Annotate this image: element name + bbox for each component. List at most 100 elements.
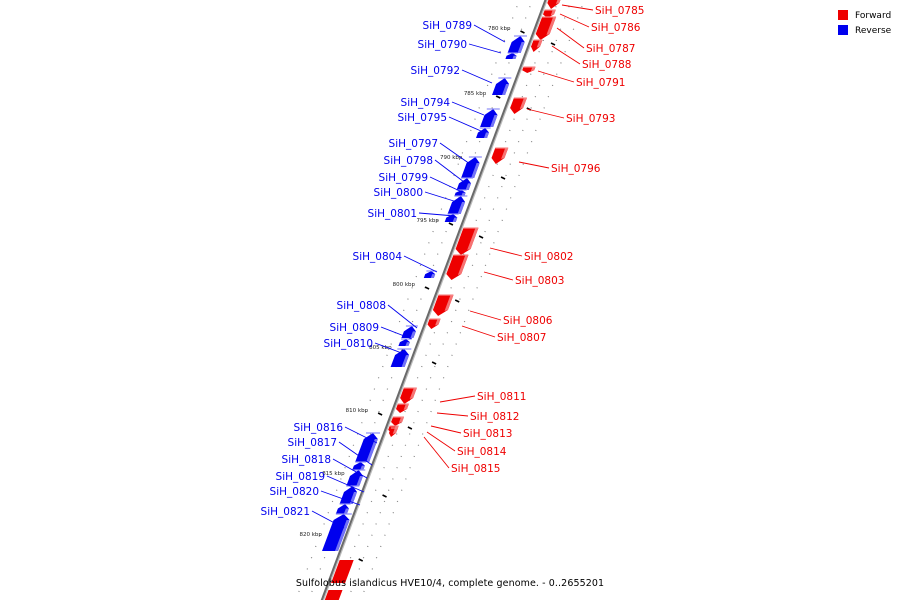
gene-label-sih-0803[interactable]: SiH_0803 [483, 271, 564, 287]
gene-label-sih-0821[interactable]: SiH_0821 [261, 506, 345, 529]
gene-sih-0813[interactable] [391, 416, 404, 426]
gene-label-text[interactable]: SiH_0818 [282, 454, 331, 466]
gene-sih-0794[interactable] [480, 108, 500, 127]
gene-sih-0792[interactable] [492, 77, 512, 95]
gene-label-sih-0791[interactable]: SiH_0791 [537, 70, 625, 89]
gene-sih-0808[interactable] [401, 325, 418, 338]
gene-label-sih-0811[interactable]: SiH_0811 [439, 391, 526, 403]
gene-sih-0786[interactable] [543, 9, 556, 18]
gene-label-sih-0812[interactable]: SiH_0812 [436, 411, 519, 423]
gene-label-text[interactable]: SiH_0815 [451, 463, 500, 475]
gene-sih-0787[interactable] [535, 16, 557, 40]
gene-label-sih-0809[interactable]: SiH_0809 [330, 322, 413, 340]
gene-label-sih-0792[interactable]: SiH_0792 [411, 65, 493, 84]
gene-label-text[interactable]: SiH_0794 [401, 97, 451, 109]
gene-label-text[interactable]: SiH_0808 [337, 300, 386, 312]
gene-label-text[interactable]: SiH_0795 [398, 112, 447, 124]
gene-sih-0796[interactable] [491, 147, 509, 164]
gene-label-text[interactable]: SiH_0801 [368, 208, 417, 220]
gene-sih-0789[interactable] [507, 35, 527, 53]
gene-sih-0798[interactable] [456, 177, 474, 190]
gene-label-sih-0799[interactable]: SiH_0799 [379, 172, 463, 193]
gene-label-text[interactable]: SiH_0813 [463, 428, 512, 440]
gene-label-sih-0813[interactable]: SiH_0813 [430, 425, 512, 440]
gene-label-text[interactable]: SiH_0812 [470, 411, 519, 423]
gene-label-sih-0819[interactable]: SiH_0819 [276, 471, 365, 493]
gene-label-text[interactable]: SiH_0814 [457, 446, 507, 458]
gene-label-text[interactable]: SiH_0821 [261, 506, 310, 518]
gene-label-sih-0804[interactable]: SiH_0804 [353, 251, 438, 273]
gene-label-text[interactable]: SiH_0809 [330, 322, 379, 334]
gene-sih-0812[interactable] [396, 403, 409, 413]
gene-sih-0817[interactable] [352, 461, 367, 470]
gene-label-text[interactable]: SiH_0789 [423, 20, 472, 32]
gene-label-sih-0816[interactable]: SiH_0816 [294, 422, 378, 444]
gene-label-sih-0798[interactable]: SiH_0798 [384, 155, 465, 183]
gene-label-text[interactable]: SiH_0802 [524, 251, 573, 263]
gene-body[interactable] [455, 228, 479, 255]
gene-label-sih-0807[interactable]: SiH_0807 [461, 325, 546, 344]
gene-label-sih-0797[interactable]: SiH_0797 [389, 138, 471, 165]
gene-partial[interactable] [331, 560, 354, 583]
gene-label-sih-0820[interactable]: SiH_0820 [270, 486, 361, 506]
gene-label-text[interactable]: SiH_0786 [591, 22, 641, 34]
gene-label-text[interactable]: SiH_0819 [276, 471, 325, 483]
gene-label-sih-0818[interactable]: SiH_0818 [282, 454, 368, 479]
gene-label-sih-0817[interactable]: SiH_0817 [288, 437, 373, 466]
gene-label-text[interactable]: SiH_0811 [477, 391, 526, 403]
gene-body[interactable] [547, 0, 562, 9]
gene-sih-0818[interactable] [346, 469, 366, 486]
gene-sih-0810[interactable] [390, 348, 412, 367]
gene-sih-0809[interactable] [398, 338, 412, 346]
gene-label-text[interactable]: SiH_0791 [576, 77, 625, 89]
gene-label-text[interactable]: SiH_0817 [288, 437, 337, 449]
gene-label-sih-0801[interactable]: SiH_0801 [368, 208, 456, 220]
gene-label-text[interactable]: SiH_0788 [582, 59, 631, 71]
gene-sih-0800[interactable] [447, 195, 468, 214]
gene-label-sih-0793[interactable]: SiH_0793 [526, 108, 615, 125]
gene-label-text[interactable]: SiH_0798 [384, 155, 433, 167]
gene-sih-0815[interactable] [389, 427, 398, 437]
gene-label-text[interactable]: SiH_0820 [270, 486, 319, 498]
gene-partial[interactable] [323, 590, 343, 600]
gene-label-text[interactable]: SiH_0806 [503, 315, 553, 327]
gene-label-text[interactable]: SiH_0785 [595, 5, 644, 17]
gene-label-text[interactable]: SiH_0797 [389, 138, 438, 150]
gene-label-sih-0788[interactable]: SiH_0788 [551, 45, 631, 71]
gene-label-text[interactable]: SiH_0787 [586, 43, 635, 55]
gene-label-sih-0795[interactable]: SiH_0795 [398, 112, 482, 132]
gene-label-text[interactable]: SiH_0800 [374, 187, 423, 199]
gene-label-sih-0806[interactable]: SiH_0806 [469, 310, 553, 327]
gene-label-sih-0794[interactable]: SiH_0794 [401, 97, 485, 116]
gene-label-sih-0810[interactable]: SiH_0810 [324, 338, 408, 356]
gene-label-sih-0796[interactable]: SiH_0796 [518, 161, 601, 175]
gene-sih-0785[interactable] [547, 0, 562, 9]
gene-label-text[interactable]: SiH_0790 [418, 39, 467, 51]
gene-label-text[interactable]: SiH_0816 [294, 422, 344, 434]
gene-label-text[interactable]: SiH_0803 [515, 275, 564, 287]
gene-sih-0790[interactable] [505, 52, 518, 59]
gene-label-sih-0790[interactable]: SiH_0790 [418, 39, 502, 54]
gene-label-sih-0814[interactable]: SiH_0814 [426, 431, 507, 458]
gene-sih-0803[interactable] [446, 254, 469, 280]
gene-label-text[interactable]: SiH_0807 [497, 332, 546, 344]
gene-sih-0795[interactable] [476, 127, 491, 138]
gene-sih-0820[interactable] [335, 503, 351, 514]
gene-sih-0806[interactable] [432, 294, 454, 316]
gene-label-sih-0785[interactable]: SiH_0785 [561, 4, 644, 17]
gene-label-sih-0786[interactable]: SiH_0786 [559, 13, 641, 34]
gene-sih-0821[interactable] [322, 513, 352, 551]
gene-label-text[interactable]: SiH_0796 [551, 163, 601, 175]
gene-sih-0791[interactable] [522, 66, 536, 73]
gene-label-sih-0789[interactable]: SiH_0789 [423, 20, 506, 43]
gene-label-sih-0787[interactable]: SiH_0787 [556, 27, 635, 55]
gene-body[interactable] [322, 514, 350, 551]
gene-body[interactable] [446, 255, 469, 280]
gene-label-text[interactable]: SiH_0804 [353, 251, 403, 263]
gene-sih-0807[interactable] [427, 318, 441, 329]
gene-label-text[interactable]: SiH_0810 [324, 338, 373, 350]
gene-body[interactable] [432, 295, 454, 316]
gene-sih-0788[interactable] [531, 39, 543, 52]
gene-label-sih-0802[interactable]: SiH_0802 [489, 247, 573, 263]
gene-sih-0797[interactable] [461, 156, 482, 178]
